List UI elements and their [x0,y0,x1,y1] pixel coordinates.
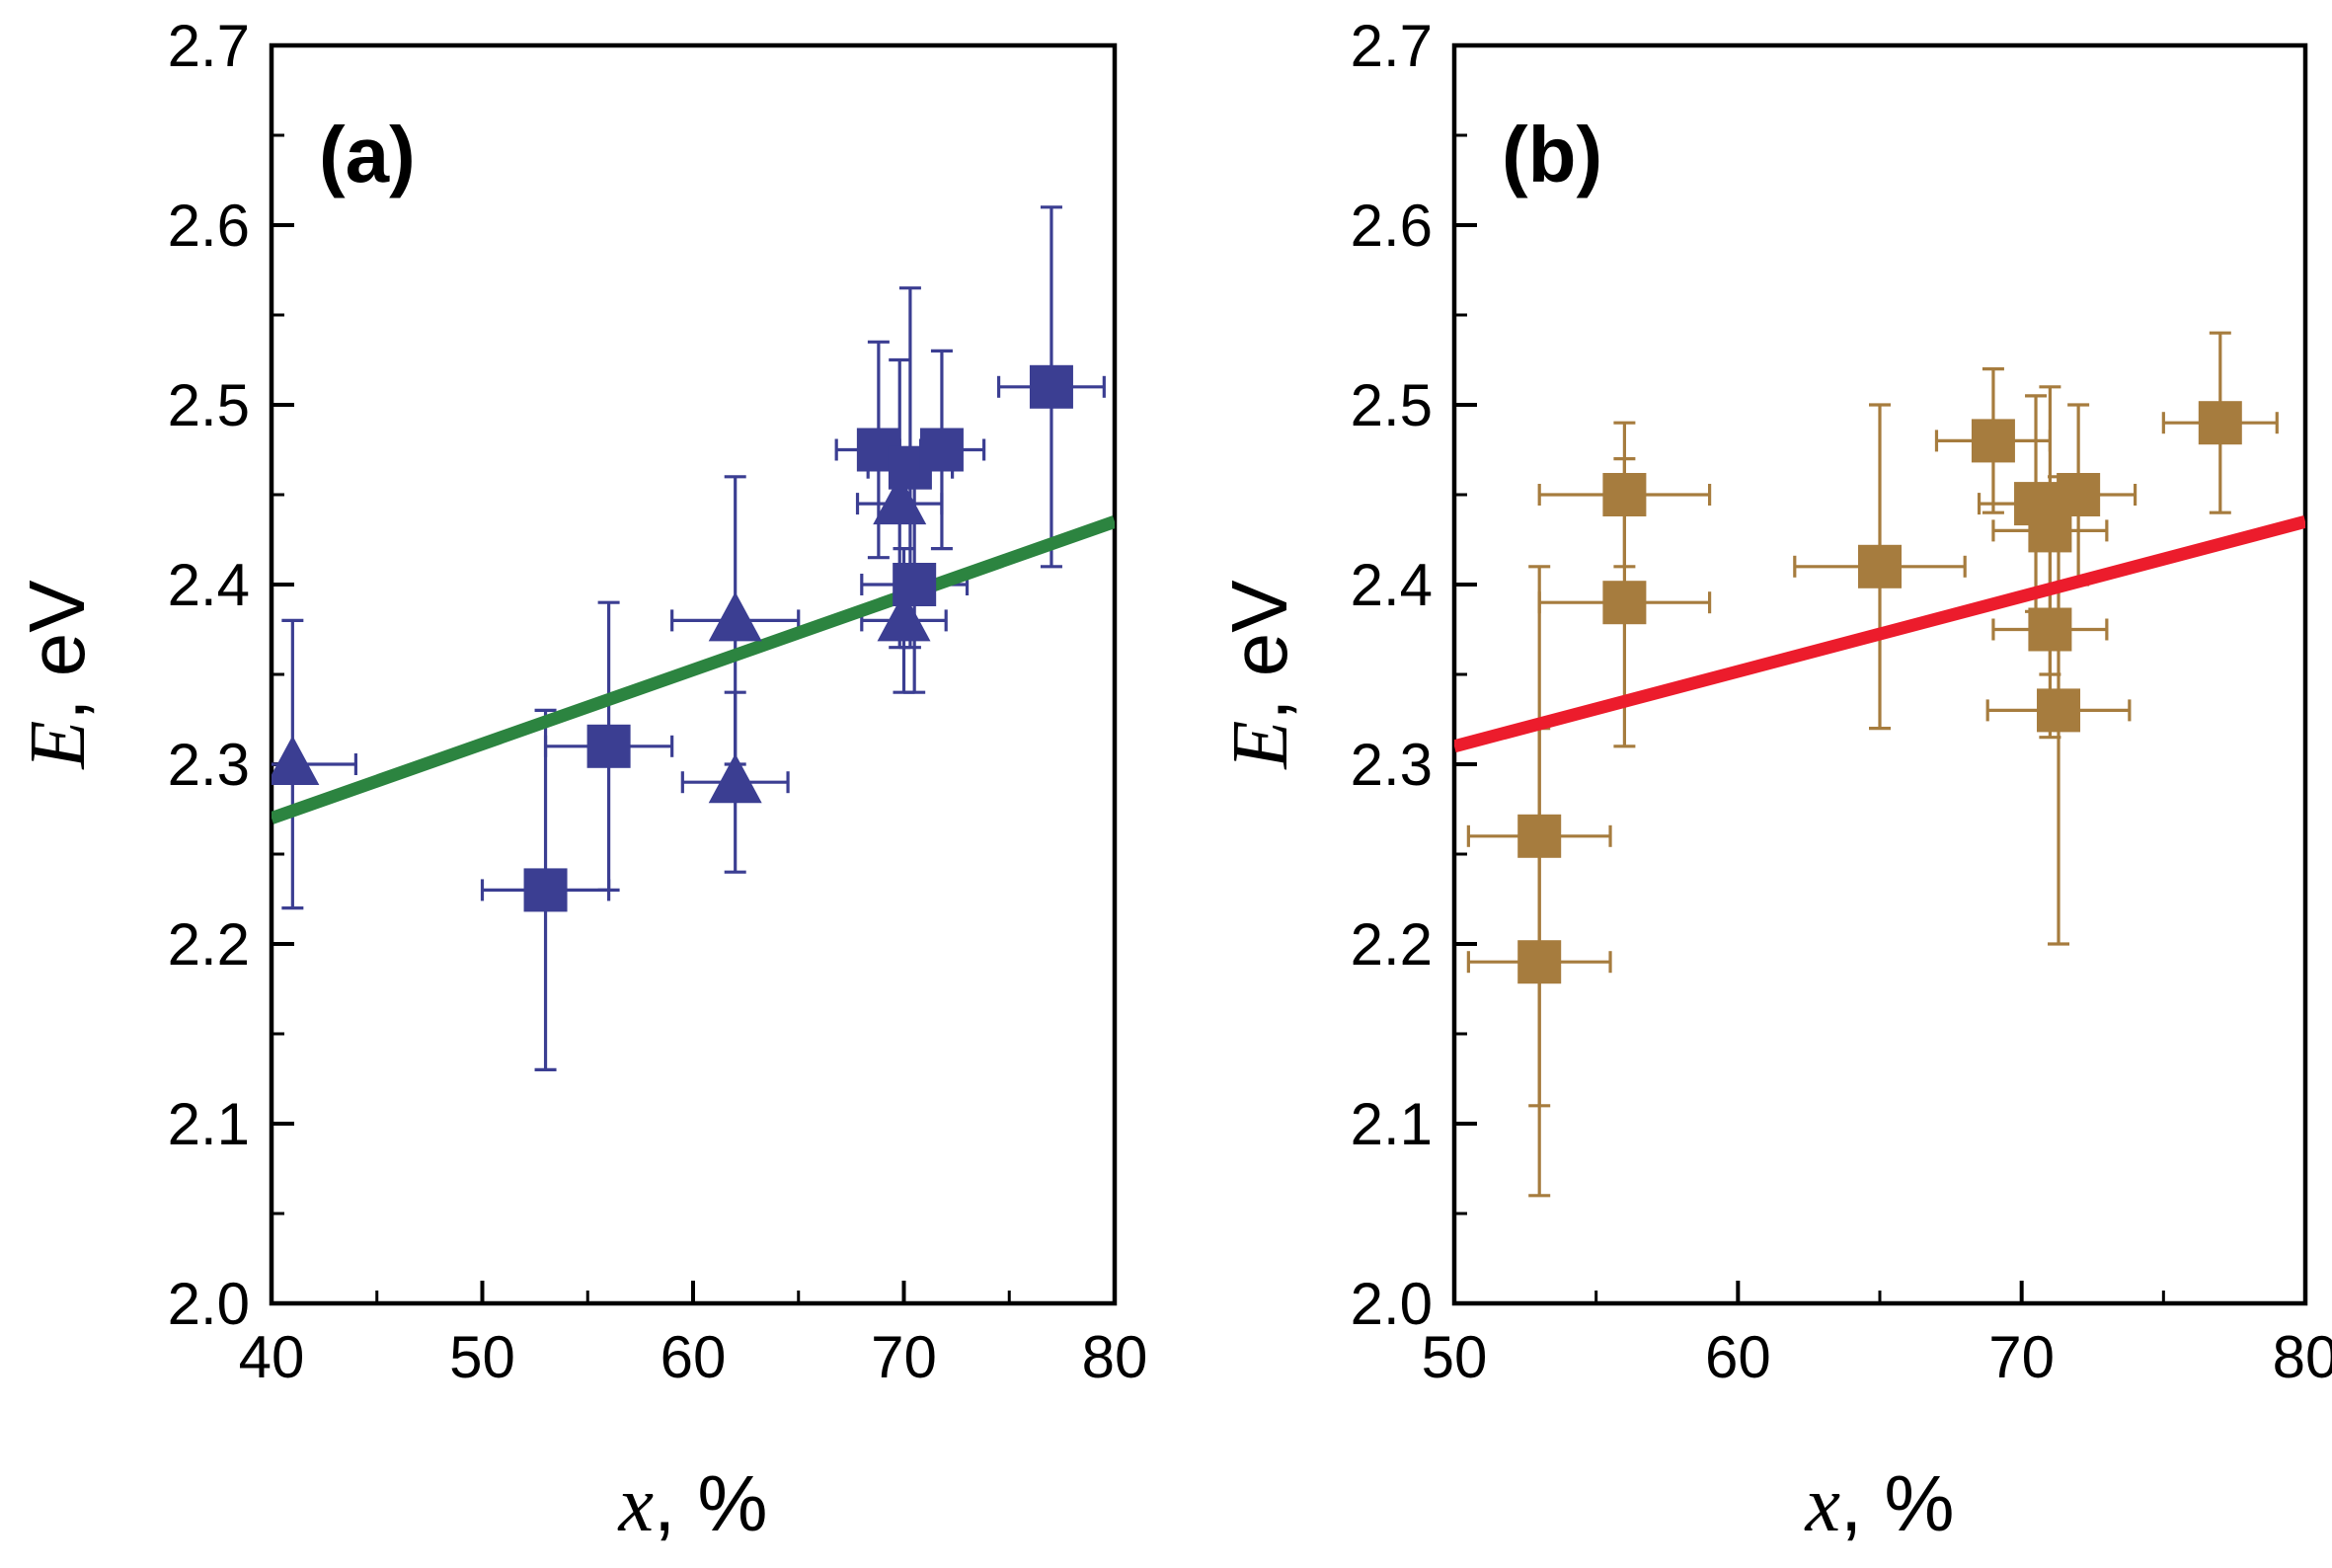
marker-square [586,724,631,768]
y-tick-label: 2.3 [1351,732,1433,798]
marker-square [2037,688,2081,733]
y-axis-label: E, eV [13,580,102,770]
plot-frame [269,42,1118,1306]
y-tick-label: 2.5 [168,372,250,438]
x-tick-label: 80 [1082,1324,1148,1390]
x-tick-label: 60 [1705,1324,1771,1390]
marker-square [1602,581,1647,625]
marker-square [2028,607,2072,652]
y-tick-label: 2.2 [1351,911,1433,978]
marker-triangle [877,591,931,642]
y-tick-label: 2.1 [168,1091,250,1157]
panel-b-scatter-chart: 50 60 70 80 2.0 2.1 2.2 2.3 2.4 2.5 2.6 2.7 (b) x, % E… [1215,13,2332,1548]
y-tick-label: 2.2 [168,911,250,978]
x-tick-label: 60 [661,1324,727,1390]
marker-triangle [708,753,762,804]
y-tick-label: 2.7 [168,13,250,79]
x-tick-label: 70 [1988,1324,2055,1390]
y-tick-label: 2.1 [1351,1091,1433,1157]
y-tick-label: 2.5 [1351,372,1433,438]
marker-square [1971,419,2015,463]
x-tick-label: 40 [239,1324,305,1390]
x-tick-label: 50 [1422,1324,1488,1390]
panel-label: (b) [1502,111,1602,198]
marker-square [523,868,568,912]
marker-square [1858,544,1902,588]
marker-square [1602,473,1647,516]
y-tick-label: 2.6 [1351,193,1433,259]
x-axis-label: x, % [1804,1459,1954,1548]
data-layer [272,205,1115,1072]
data-layer [1454,331,2305,1198]
y-tick-label: 2.6 [168,193,250,259]
y-tick-label: 2.4 [1351,552,1433,618]
x-tick-label: 50 [449,1324,515,1390]
x-tick-label: 80 [2273,1324,2332,1390]
y-tick-label: 2.4 [168,552,250,618]
marker-square [919,428,964,472]
panel-a-scatter-chart: 40 50 60 70 80 2.0 2.1 2.2 2.3 2.4 2.5 2.6 2.7 (a) x, … [13,13,1148,1548]
panel-label: (a) [319,111,416,198]
marker-square [1517,940,1562,984]
marker-square [2057,473,2101,516]
marker-triangle [272,736,320,785]
marker-triangle [873,475,927,525]
fit-line [1454,515,2305,753]
y-tick-label: 2.7 [1351,13,1433,79]
x-tick-label: 70 [871,1324,937,1390]
plot-frame [1451,42,2308,1306]
x-axis-label: x, % [617,1459,767,1548]
y-tick-label: 2.3 [168,732,250,798]
marker-square [1029,364,1073,409]
marker-square [893,563,937,606]
fit-line [272,515,1115,824]
y-tick-label: 2.0 [1351,1271,1433,1337]
marker-triangle [708,591,762,642]
y-tick-label: 2.0 [168,1271,250,1337]
marker-square [2198,401,2242,445]
marker-square [1517,814,1562,858]
y-axis-label: E, eV [1215,580,1304,770]
